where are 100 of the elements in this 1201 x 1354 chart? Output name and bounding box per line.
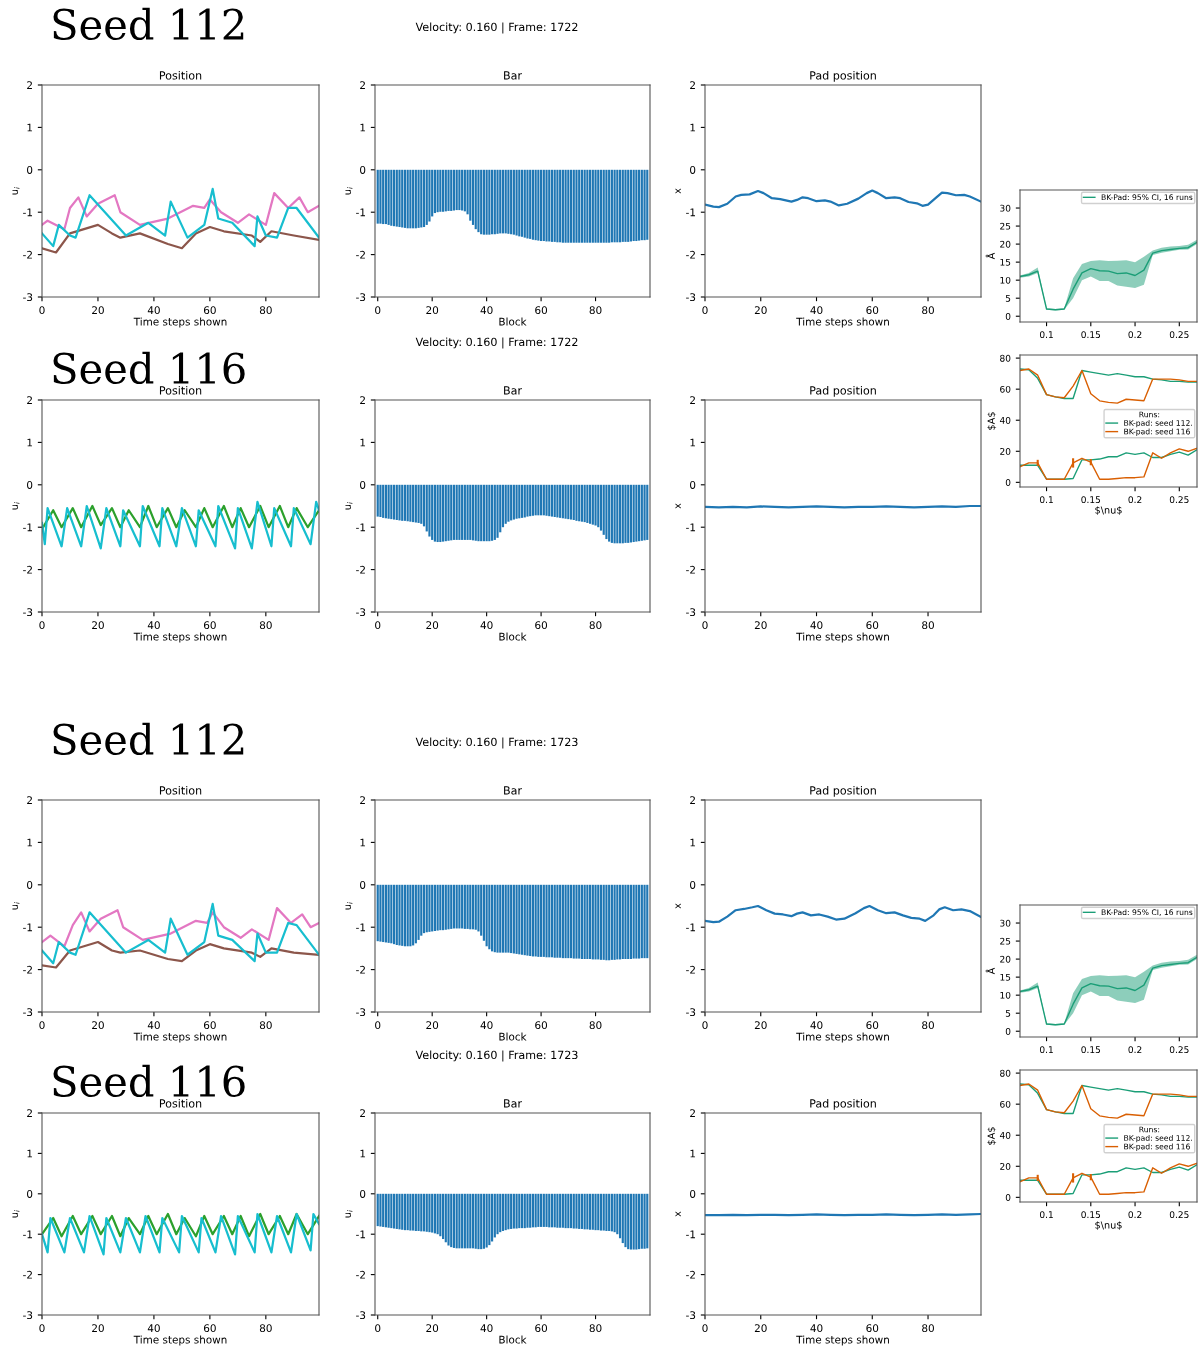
y-tick-label: 15: [1000, 258, 1011, 266]
y-tick-label: -3: [686, 1008, 696, 1017]
x-tick-label: 20: [754, 306, 767, 315]
y-tick-label: -1: [356, 923, 366, 932]
x-axis-title: Time steps shown: [133, 632, 227, 643]
x-tick-label: 80: [922, 306, 934, 315]
x-tick-label: 40: [480, 306, 493, 315]
y-tick-label: 0: [27, 481, 33, 489]
y-tick-label: 10: [1000, 991, 1011, 999]
x-tick-label: 0.25: [1169, 1211, 1189, 1219]
chart-title: Bar: [504, 71, 522, 80]
line-series: [705, 904, 981, 924]
y-tick-label: -2: [686, 965, 695, 974]
y-tick-label: 20: [1000, 240, 1011, 248]
x-tick-label: 40: [480, 1021, 493, 1030]
y-tick-label: -3: [356, 1311, 366, 1320]
x-tick-label: 80: [259, 1324, 272, 1333]
x-axis-title: Time steps shown: [796, 1032, 889, 1043]
x-tick-label: 0: [702, 1021, 708, 1030]
x-tick-label: 80: [589, 306, 602, 315]
x-tick-label: 20: [426, 1021, 439, 1030]
x-tick-label: 20: [92, 1324, 104, 1333]
y-tick-label: 0: [1005, 312, 1011, 320]
x-tick-label: 80: [589, 1324, 602, 1333]
line-series: [42, 1212, 319, 1238]
x-tick-label: 80: [589, 1021, 602, 1030]
y-tick-label: 0: [27, 881, 33, 889]
x-tick-label: 0: [39, 1324, 45, 1333]
y-axis-title: u$_{i}$: [12, 902, 20, 910]
x-tick-label: 40: [480, 621, 493, 630]
x-tick-label: 40: [810, 306, 823, 315]
y-tick-label: 20: [1000, 1163, 1011, 1170]
y-axis-title: $A$: [987, 412, 997, 430]
y-tick-label: -2: [686, 250, 695, 259]
chart-title: Pad position: [810, 786, 876, 797]
y-tick-label: -2: [686, 1270, 695, 1279]
y-tick-label: 1: [360, 123, 366, 132]
y-axis-title: u$_{i}$: [12, 1210, 20, 1218]
y-axis-title: u$_{i}$: [12, 187, 20, 195]
y-tick-label: -2: [356, 1270, 365, 1279]
chart-title: Pad position: [810, 71, 876, 82]
y-tick-label: 1: [690, 123, 696, 132]
x-tick-label: 80: [259, 1021, 272, 1030]
chart-title: Pad position: [810, 1099, 876, 1110]
x-tick-label: 0.25: [1169, 331, 1189, 339]
x-tick-label: 0.2: [1128, 1046, 1142, 1054]
x-tick-label: 0.2: [1128, 496, 1142, 504]
y-axis-title: Å: [985, 967, 995, 975]
y-tick-label: 1: [27, 438, 33, 447]
y-axis-title: u$_{i}$: [345, 187, 353, 195]
y-tick-label: 0: [360, 166, 366, 174]
x-tick-label: 20: [426, 1324, 439, 1333]
x-tick-label: 0.2: [1128, 1211, 1142, 1219]
chart-title: Position: [159, 1099, 202, 1108]
y-tick-label: 0: [1005, 479, 1011, 486]
y-axis-title: x: [675, 903, 681, 909]
y-tick-label: -3: [23, 1311, 33, 1320]
y-tick-label: 2: [27, 396, 32, 404]
text: Velocity: 0.160 | Frame: 1722: [415, 337, 578, 349]
text: Seed 112: [53, 7, 244, 41]
y-tick-label: 0: [27, 166, 33, 174]
y-tick-label: 2: [360, 81, 365, 89]
y-tick-label: 2: [690, 396, 695, 404]
line-series: [42, 504, 319, 531]
y-tick-label: 1: [360, 1149, 366, 1158]
chart-title: Position: [159, 786, 202, 795]
x-tick-label: 80: [259, 306, 272, 315]
y-tick-label: -3: [686, 293, 696, 302]
x-tick-label: 0: [375, 621, 381, 630]
y-tick-label: -1: [686, 923, 696, 932]
y-tick-label: 1: [690, 1149, 696, 1158]
chart-title: Position: [159, 71, 202, 80]
y-tick-label: 0: [690, 481, 696, 489]
x-tick-label: 60: [203, 306, 216, 315]
x-tick-label: 20: [92, 1021, 104, 1030]
x-tick-label: 80: [922, 1324, 934, 1333]
y-tick-label: 20: [1000, 955, 1011, 963]
y-tick-label: -2: [23, 565, 32, 574]
x-axis-title: Block: [499, 1335, 527, 1344]
x-tick-label: 20: [754, 1324, 767, 1333]
text: Velocity: 0.160 | Frame: 1723: [415, 737, 578, 749]
y-axis-title: x: [675, 188, 681, 194]
chart-title: Bar: [504, 786, 522, 795]
y-tick-label: -1: [686, 523, 696, 532]
x-tick-label: 0: [702, 621, 708, 630]
y-tick-label: 80: [1000, 354, 1011, 362]
y-tick-label: 5: [1005, 1010, 1011, 1017]
y-tick-label: 0: [360, 1190, 366, 1198]
y-tick-label: -1: [23, 1230, 33, 1239]
x-tick-label: 0: [39, 621, 45, 630]
y-tick-label: -2: [356, 565, 365, 574]
y-tick-label: 60: [1000, 385, 1011, 393]
text: Velocity: 0.160 | Frame: 1722: [415, 22, 578, 34]
x-axis-title: Block: [499, 632, 527, 641]
y-tick-label: 0: [1005, 1194, 1011, 1201]
y-tick-label: 2: [690, 1109, 695, 1117]
y-tick-label: 1: [27, 123, 33, 132]
x-tick-label: 0.25: [1169, 1046, 1189, 1054]
y-tick-label: 60: [1000, 1100, 1011, 1108]
x-tick-label: 60: [866, 306, 879, 315]
